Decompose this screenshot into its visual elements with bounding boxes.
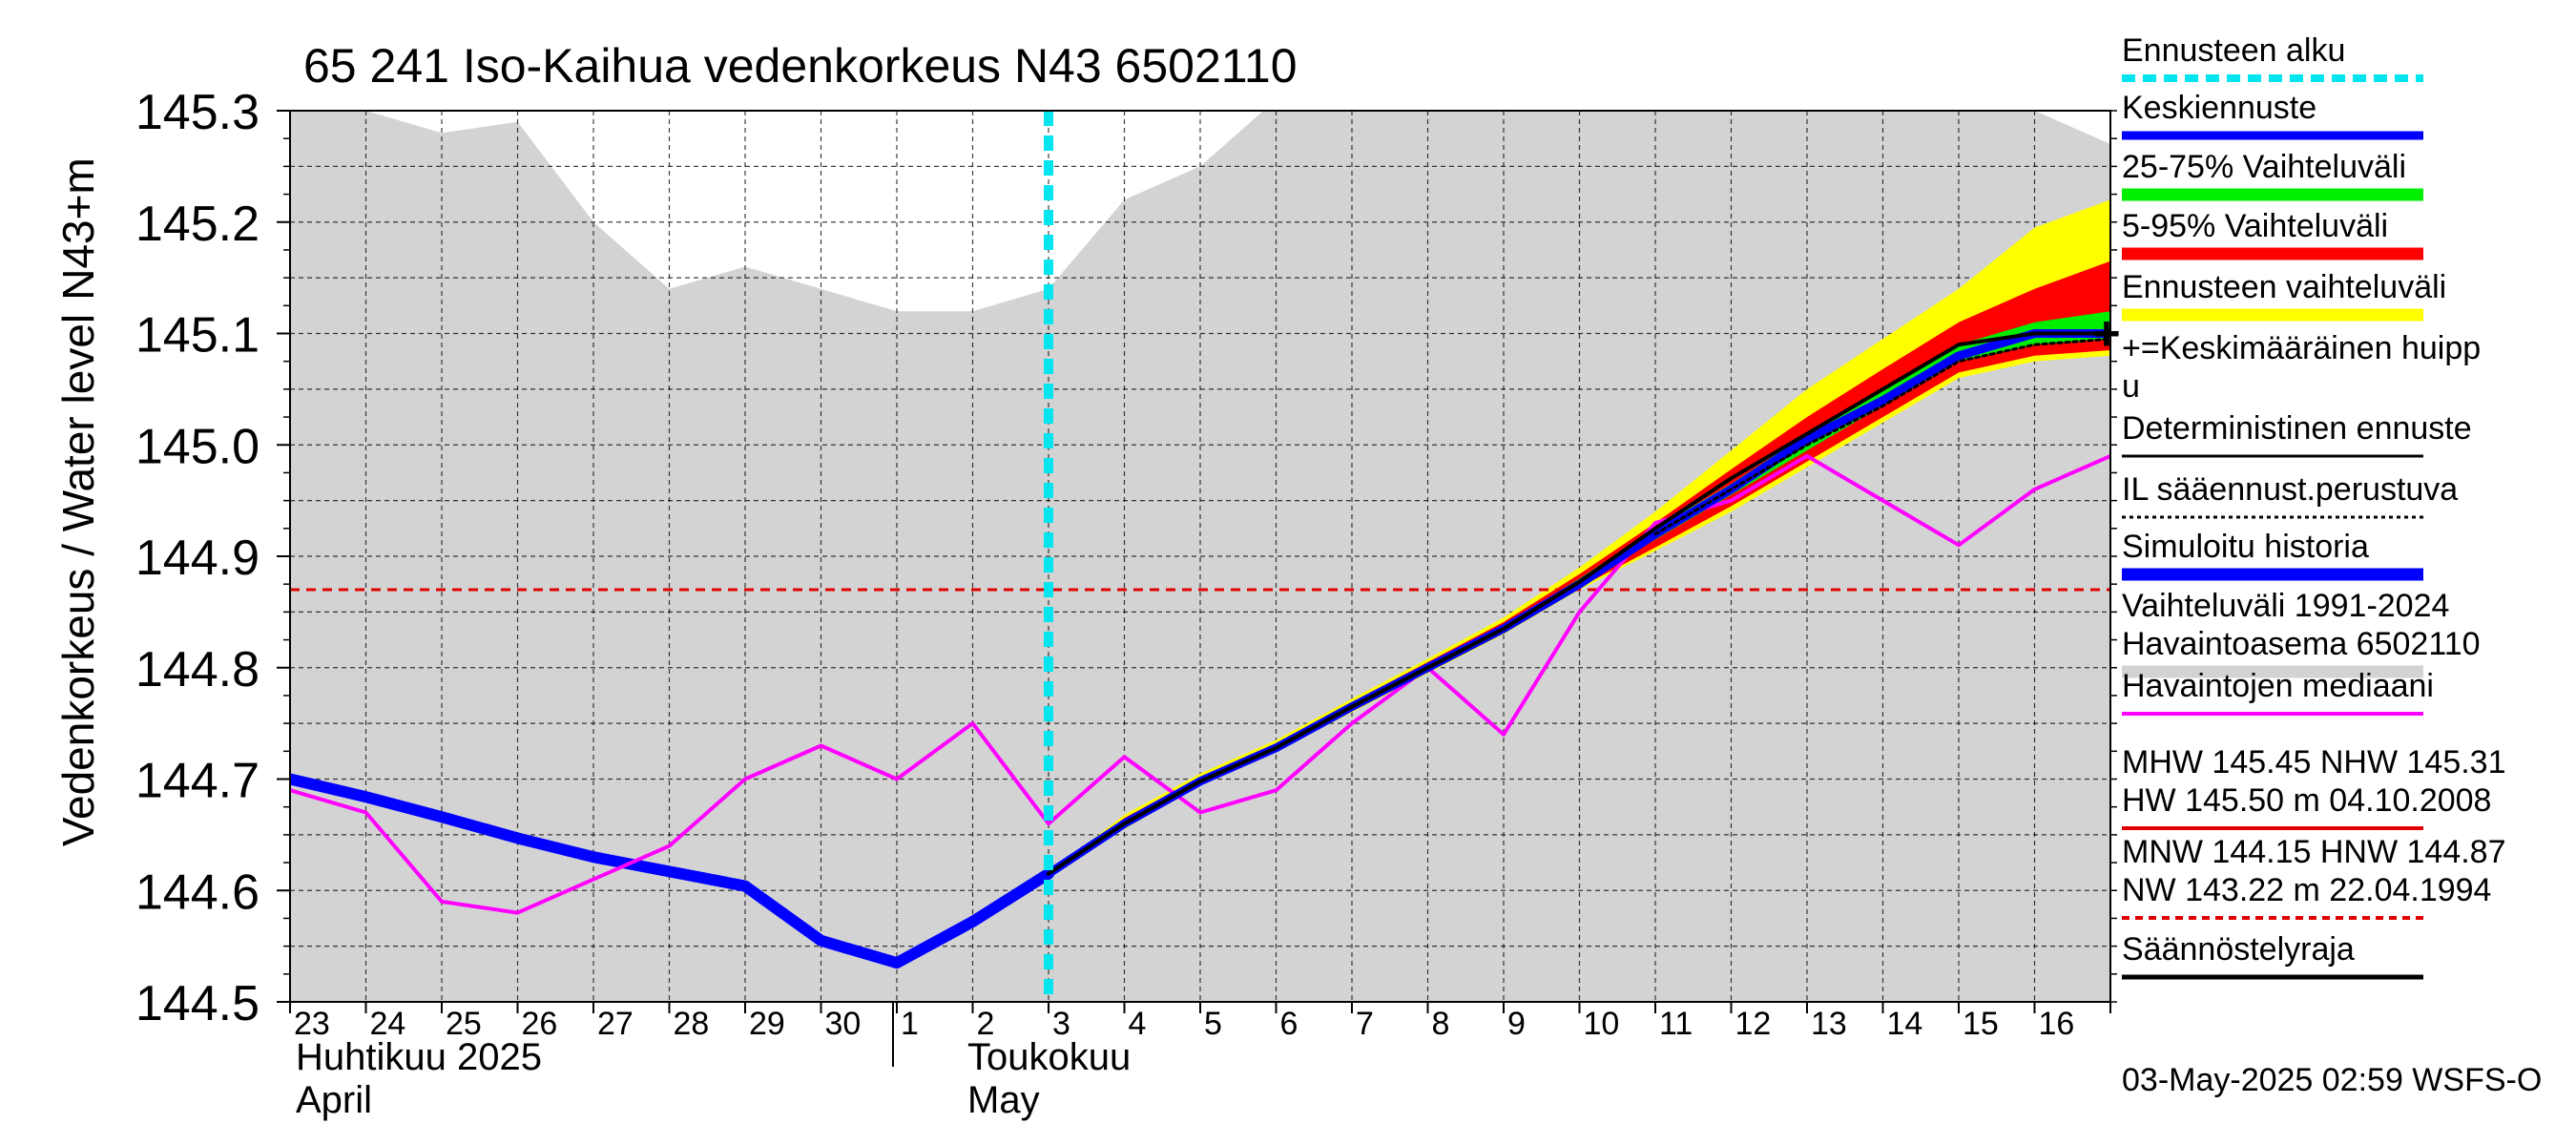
y-tick-label: 145.2 [135, 197, 260, 252]
legend-ennusteen-alku-label: Ennusteen alku [2122, 32, 2345, 69]
y-tick-label: 144.6 [135, 864, 260, 920]
legend-mnw-144-15-hnw-144-87-label-2: NW 143.22 m 22.04.1994 [2122, 872, 2491, 908]
x-tick-label: 7 [1356, 1006, 1374, 1042]
legend-mhw-145-45-nhw-145-31-label-2: HW 145.50 m 04.10.2008 [2122, 782, 2491, 819]
x-tick-label: 1 [901, 1006, 919, 1042]
y-tick-label: 144.9 [135, 531, 260, 586]
month-label-en: May [967, 1079, 1040, 1121]
legend-vaihteluv-li-1991-2024-label: Vaihteluväli 1991-2024 [2122, 588, 2449, 624]
band-ennusteen-vaihteluv-li [1049, 199, 2110, 874]
x-tick-label: 5 [1204, 1006, 1222, 1042]
x-tick-label: 13 [1811, 1006, 1847, 1042]
legend-deterministinen-ennuste-label: Deterministinen ennuste [2122, 410, 2472, 447]
legend-mnw-144-15-hnw-144-87-label: MNW 144.15 HNW 144.87 [2122, 834, 2506, 870]
x-tick-label: 25 [446, 1006, 482, 1042]
y-tick-label: 145.0 [135, 419, 260, 474]
x-tick-label: 11 [1659, 1006, 1693, 1042]
x-tick-label: 14 [1887, 1006, 1923, 1042]
x-tick-label: 12 [1735, 1006, 1772, 1042]
footer-timestamp: 03-May-2025 02:59 WSFS-O [2122, 1062, 2542, 1098]
legend-25-75-vaihteluv-li-label: 25-75% Vaihteluväli [2122, 149, 2406, 185]
legend: Ennusteen alku Keskiennuste 25-75% Vaihtel… [2122, 32, 2506, 980]
x-tick-label: 16 [2039, 1006, 2075, 1042]
x-tick-label: 10 [1584, 1006, 1620, 1042]
x-tick-label: 9 [1507, 1006, 1526, 1042]
x-tick-label: 6 [1280, 1006, 1298, 1042]
chart-title: 65 241 Iso-Kaihua vedenkorkeus N43 65021… [303, 39, 1298, 93]
x-tick-label: 26 [522, 1006, 558, 1042]
y-tick-label: 145.3 [135, 85, 260, 140]
legend-ennusteen-vaihteluv-li-label: Ennusteen vaihteluväli [2122, 269, 2446, 305]
y-tick-label: 144.7 [135, 754, 260, 809]
series-il-s-ennust-perustuva [1653, 337, 2110, 536]
x-tick-label: 28 [674, 1006, 710, 1042]
legend-5-95-vaihteluv-li-label: 5-95% Vaihteluväli [2122, 208, 2388, 244]
series-simuloitu-historia [290, 773, 1054, 969]
y-axis-label: Vedenkorkeus / Water level [53, 314, 103, 846]
month-label-en: April [296, 1079, 372, 1121]
x-tick-label: 29 [749, 1006, 785, 1042]
month-label-fi: Huhtikuu 2025 [296, 1036, 542, 1078]
x-tick-label: 8 [1432, 1006, 1450, 1042]
x-tick-label: 30 [825, 1006, 862, 1042]
x-tick-label: 2 [977, 1006, 995, 1042]
legend-s-nn-stelyraja-label: Säännöstelyraja [2122, 931, 2355, 968]
legend-vaihteluv-li-1991-2024-label-2: Havaintoasema 6502110 [2122, 626, 2481, 662]
legend-simuloitu-historia-label: Simuloitu historia [2122, 529, 2369, 565]
y-tick-label: 145.1 [135, 308, 260, 364]
x-tick-label: 24 [370, 1006, 406, 1042]
legend-il-s-ennust-perustuva-label: IL sääennust.perustuva [2122, 471, 2458, 508]
legend-keskim-r-inen-huipp-label-2: u [2122, 368, 2140, 405]
x-tick-label: 3 [1052, 1006, 1070, 1042]
y-tick-label: 144.5 [135, 976, 260, 1031]
legend-keskim-r-inen-huipp-label: +=Keskimääräinen huipp [2122, 330, 2481, 366]
series-deterministinen-ennuste [1047, 331, 2110, 876]
legend-havaintojen-mediaani-label: Havaintojen mediaani [2122, 668, 2434, 704]
legend-keskiennuste-label: Keskiennuste [2122, 90, 2316, 126]
month-label-fi: Toukokuu [967, 1036, 1131, 1078]
legend-mhw-145-45-nhw-145-31-label: MHW 145.45 NHW 145.31 [2122, 744, 2506, 781]
y-axis-unit: N43+m [53, 157, 103, 301]
x-tick-label: 23 [294, 1006, 330, 1042]
x-tick-label: 15 [1963, 1006, 1999, 1042]
x-tick-label: 4 [1129, 1006, 1147, 1042]
x-tick-label: 27 [597, 1006, 634, 1042]
series-havaintojen-mediaani [290, 453, 2110, 915]
y-tick-label: 144.8 [135, 642, 260, 697]
